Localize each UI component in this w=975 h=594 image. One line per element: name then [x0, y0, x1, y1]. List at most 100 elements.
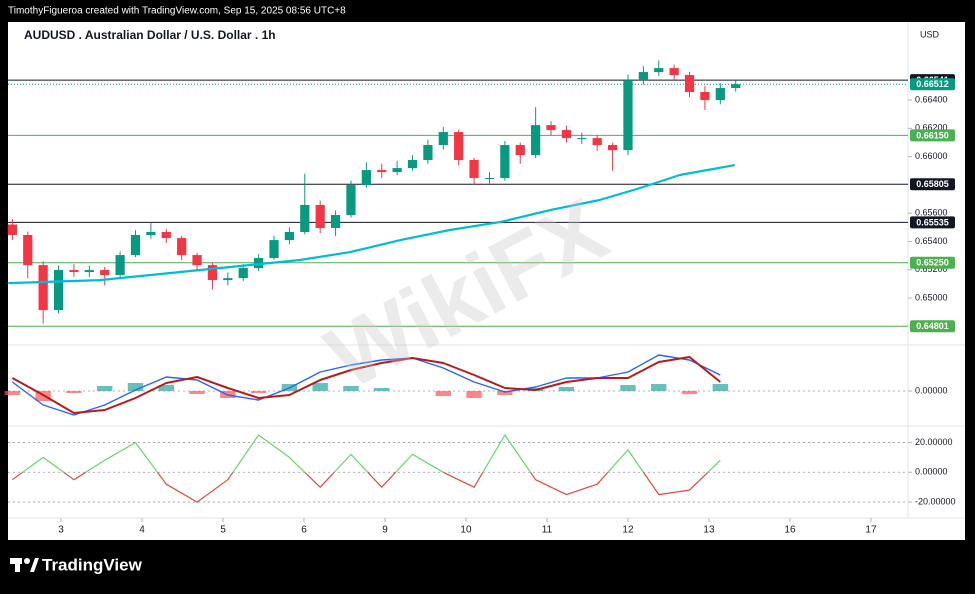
x-tick-label: 5 — [220, 525, 226, 536]
x-tick-label: 4 — [139, 525, 145, 536]
histogram-bar — [681, 391, 698, 394]
level-label-bg — [910, 256, 955, 269]
header: TimothyFigueroa created with TradingView… — [8, 6, 346, 17]
candle-body — [269, 240, 279, 259]
currency: USD — [920, 29, 940, 39]
y-tick-label: 0.00000 — [915, 385, 948, 395]
y-tick-label: 0.65600 — [915, 208, 948, 218]
candle-body — [38, 265, 48, 311]
chart-area — [8, 22, 965, 540]
footer: TradingView — [42, 555, 143, 574]
histogram-bar — [497, 391, 513, 395]
histogram-bar — [4, 391, 21, 395]
x-tick-label: 12 — [622, 525, 634, 536]
histogram-bar — [158, 385, 174, 391]
candle-body — [623, 80, 633, 151]
candle-body — [592, 138, 602, 146]
level-label-bg — [910, 129, 955, 142]
candle-body — [684, 75, 695, 93]
candle-body — [407, 160, 418, 169]
candle-body — [484, 177, 495, 179]
x-tick-label: 3 — [58, 525, 64, 536]
y-tick-label: 0.65000 — [915, 292, 948, 302]
candle-body — [669, 68, 679, 76]
x-tick-label: 6 — [301, 525, 307, 536]
histogram-bar — [189, 391, 205, 394]
candle-body — [207, 265, 218, 281]
level-label-bg — [910, 320, 955, 333]
candle-body — [546, 125, 556, 131]
histogram-bar — [620, 385, 636, 391]
x-tick-label: 9 — [382, 525, 388, 536]
level-label: 0.64801 — [916, 321, 949, 331]
candle-body — [69, 270, 79, 273]
histogram-bar — [466, 391, 482, 398]
x-tick-label: 10 — [460, 525, 472, 536]
candle-body — [284, 232, 295, 241]
candle-body — [638, 72, 648, 81]
y-tick-label: 0.65200 — [915, 264, 948, 274]
histogram-bar — [312, 383, 328, 391]
candle-body — [115, 255, 125, 275]
histogram-bar — [66, 391, 82, 393]
candle-body — [7, 224, 17, 235]
candle-body — [531, 125, 541, 156]
level-label-bg — [910, 178, 955, 191]
histogram-bar — [250, 391, 267, 393]
candle-body — [130, 234, 141, 256]
candle-body — [177, 238, 187, 256]
level-label: 0.66150 — [916, 130, 949, 140]
x-tick-label: 11 — [542, 525, 553, 536]
footer-logo — [10, 558, 39, 572]
candle-body — [731, 84, 741, 89]
candle-body — [346, 185, 356, 216]
candle-body — [146, 232, 156, 235]
histogram-bar — [374, 388, 390, 391]
level-label: 0.65535 — [916, 217, 949, 227]
histogram-bar — [343, 386, 359, 391]
histogram-bar — [712, 384, 729, 391]
candle-body — [23, 234, 33, 266]
candle-body — [330, 215, 341, 229]
histogram-bar — [435, 391, 451, 396]
candle-body — [315, 204, 325, 229]
histogram-bar — [558, 387, 575, 391]
chart-title: AUDUSD . Australian Dollar / U.S. Dollar… — [24, 28, 276, 42]
y-tick-label: 0.66200 — [915, 123, 948, 133]
candle-body — [515, 145, 525, 156]
candle-body — [577, 138, 587, 140]
level-label: 0.65805 — [916, 179, 949, 189]
candle-body — [192, 255, 202, 266]
candle-body — [715, 88, 725, 101]
x-tick-label: 16 — [784, 525, 796, 536]
candle-body — [700, 92, 710, 101]
level-label: 0.66512 — [916, 79, 949, 89]
x-tick-label: 13 — [703, 525, 715, 536]
level-label-bg — [910, 78, 955, 91]
candle-body — [361, 170, 371, 186]
y-tick-label: 0.00000 — [915, 467, 948, 477]
y-tick-label: 20.00000 — [915, 437, 953, 447]
candle-body — [454, 132, 464, 161]
oscillator-line — [12, 434, 721, 503]
macd-line — [11, 356, 721, 414]
candle-body — [223, 278, 233, 281]
y-tick-label: 0.66000 — [915, 151, 948, 161]
histogram-bar — [97, 386, 113, 391]
candle-body — [392, 168, 402, 173]
candle-body — [500, 145, 510, 178]
y-tick-label: -20.00000 — [915, 496, 956, 506]
candle-body — [469, 160, 479, 178]
candle-body — [300, 204, 310, 233]
candle-body — [654, 68, 664, 73]
candle-body — [84, 270, 94, 273]
histogram-bar — [127, 383, 144, 391]
moving-average — [8, 164, 736, 285]
candle-body — [238, 268, 248, 279]
candle-body — [607, 145, 618, 151]
level-label: 0.65250 — [916, 258, 949, 268]
candle-body — [53, 270, 64, 311]
y-tick-label: 0.66400 — [915, 94, 948, 104]
